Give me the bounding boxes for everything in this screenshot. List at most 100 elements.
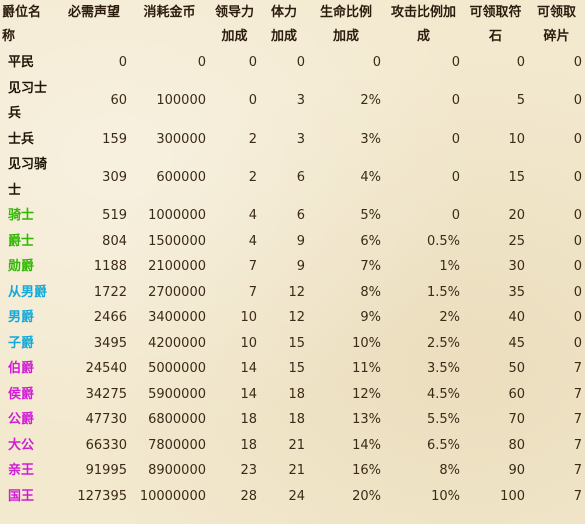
reputation-cell: 34275 <box>85 386 127 402</box>
stamina-cell: 18 <box>288 412 305 427</box>
reputation-cell: 24540 <box>85 361 127 376</box>
header-text: 生命比例 <box>319 5 372 20</box>
rank-name-text: 国王 <box>8 488 35 504</box>
leadership-cell: 23 <box>240 463 257 478</box>
header-text: 爵位名 <box>2 5 42 20</box>
leadership-cell: 10 <box>240 335 257 351</box>
stamina-cell: 12 <box>288 310 305 325</box>
leadership-cell: 0 <box>248 55 257 70</box>
stamina-cell: 24 <box>288 488 305 504</box>
fragments-cell: 7 <box>573 412 582 427</box>
gold-cell: 5900000 <box>148 386 206 402</box>
rune-cell: 50 <box>508 361 525 376</box>
reputation-cell: 1722 <box>93 284 127 300</box>
attack-bonus-cell: 6.5% <box>426 437 460 453</box>
hp-bonus-cell: 14% <box>352 437 381 453</box>
table-row: 爵士 804 1500000 4 9 6% 0.5% 25 0 <box>0 229 585 255</box>
rank-name-text: 男爵 <box>8 310 35 325</box>
rune-cell: 35 <box>508 284 525 300</box>
rank-name-text: 亲王 <box>8 463 35 478</box>
rune-cell: 10 <box>508 131 525 147</box>
header-row: 爵位名称必需声望 消耗金币 领导力 加成 体力 加成 生命比例 加成 攻击比例加成可领取符石可领… <box>0 0 585 50</box>
gold-cell: 7800000 <box>148 437 206 453</box>
header-text: 领导力 <box>214 5 254 20</box>
attack-bonus-cell: 5.5% <box>426 412 460 427</box>
gold-cell: 600000 <box>156 169 206 185</box>
hp-bonus-cell: 2% <box>360 93 381 109</box>
rank-name-text: 见习骑 <box>8 157 48 172</box>
hp-bonus-cell: 16% <box>352 463 381 478</box>
leadership-cell: 4 <box>248 208 257 223</box>
rank-name-cell: 国王 <box>0 484 58 510</box>
leadership-cell: 14 <box>240 386 257 402</box>
fragments-cell: 0 <box>573 131 582 147</box>
rank-name-cell: 见习士兵 <box>0 76 58 127</box>
hp-bonus-cell: 7% <box>360 259 381 274</box>
gold-cell: 5000000 <box>148 361 206 376</box>
stamina-cell: 15 <box>288 335 305 351</box>
rank-name-text: 子爵 <box>8 335 35 351</box>
reputation-cell: 3495 <box>93 335 127 351</box>
attack-bonus-cell: 0 <box>451 93 460 109</box>
leadership-cell: 7 <box>248 284 257 300</box>
stamina-cell: 9 <box>296 233 305 249</box>
rank-name-cell: 骑士 <box>0 203 58 229</box>
header-text: 加成 <box>221 29 248 44</box>
stamina-cell: 21 <box>288 437 305 453</box>
rank-name-text: 伯爵 <box>8 361 35 376</box>
rank-name-text: 勋爵 <box>8 259 35 274</box>
reputation-cell: 519 <box>102 208 127 223</box>
hp-bonus-cell: 8% <box>360 284 381 300</box>
attack-bonus-cell: 0 <box>451 55 460 70</box>
header-text: 碎片 <box>543 29 570 44</box>
hp-bonus-cell: 13% <box>352 412 381 427</box>
fragments-cell: 7 <box>573 361 582 376</box>
table-row: 勋爵 1188 2100000 7 9 7% 1% 30 0 <box>0 254 585 280</box>
rank-name-cell: 大公 <box>0 433 58 459</box>
attack-bonus-cell: 3.5% <box>426 361 460 376</box>
rune-header: 可领取符石 <box>463 0 528 50</box>
rune-cell: 100 <box>500 488 525 504</box>
rank-name-cell: 勋爵 <box>0 254 58 280</box>
gold-cell: 6800000 <box>148 412 206 427</box>
rune-cell: 70 <box>508 412 525 427</box>
fragments-cell: 0 <box>573 310 582 325</box>
fragments-cell: 0 <box>573 233 582 249</box>
reputation-cell: 0 <box>118 55 127 70</box>
rune-cell: 80 <box>508 437 525 453</box>
rank-name-text: 大公 <box>8 437 35 453</box>
gold-cell: 1000000 <box>148 208 206 223</box>
rank-name-header: 爵位名称 <box>0 0 58 50</box>
table-row: 公爵 47730 6800000 18 18 13% 5.5% 70 7 <box>0 407 585 433</box>
table-row: 士兵 159 300000 2 3 3% 0 10 0 <box>0 127 585 153</box>
stamina-cell: 12 <box>288 284 305 300</box>
gold-cell: 4200000 <box>148 335 206 351</box>
table-row: 骑士 519 1000000 4 6 5% 0 20 0 <box>0 203 585 229</box>
table-row: 见习士兵 60 100000 0 3 2% 0 5 0 <box>0 76 585 127</box>
stamina-cell: 3 <box>296 131 305 147</box>
stamina-cell: 18 <box>288 386 305 402</box>
gold-cell: 2700000 <box>148 284 206 300</box>
stamina-cell: 9 <box>296 259 305 274</box>
leadership-cell: 14 <box>240 361 257 376</box>
header-text: 可领取 <box>536 5 576 20</box>
leadership-cell: 0 <box>248 93 257 109</box>
rune-cell: 0 <box>516 55 525 70</box>
rank-name-text: 兵 <box>8 106 22 121</box>
header-text: 称 <box>2 29 16 44</box>
table-row: 从男爵 1722 2700000 7 12 8% 1.5% 35 0 <box>0 280 585 306</box>
fragments-cell: 7 <box>573 437 582 453</box>
attack-bonus-cell: 8% <box>439 463 460 478</box>
rune-cell: 45 <box>508 335 525 351</box>
header-text: 攻击比例加 <box>390 5 456 20</box>
reputation-cell: 309 <box>102 169 127 185</box>
rank-name-cell: 伯爵 <box>0 356 58 382</box>
hp-bonus-cell: 3% <box>360 131 381 147</box>
hp-bonus-cell: 9% <box>360 310 381 325</box>
gold-header: 消耗金币 <box>130 0 209 50</box>
table-row: 伯爵 24540 5000000 14 15 11% 3.5% 50 7 <box>0 356 585 382</box>
hp-bonus-cell: 10% <box>352 335 381 351</box>
rank-table: 爵位名称必需声望 消耗金币 领导力 加成 体力 加成 生命比例 加成 攻击比例加成可领取符石可领… <box>0 0 585 510</box>
hp-bonus-cell: 0 <box>372 55 381 70</box>
fragments-cell: 0 <box>573 259 582 274</box>
